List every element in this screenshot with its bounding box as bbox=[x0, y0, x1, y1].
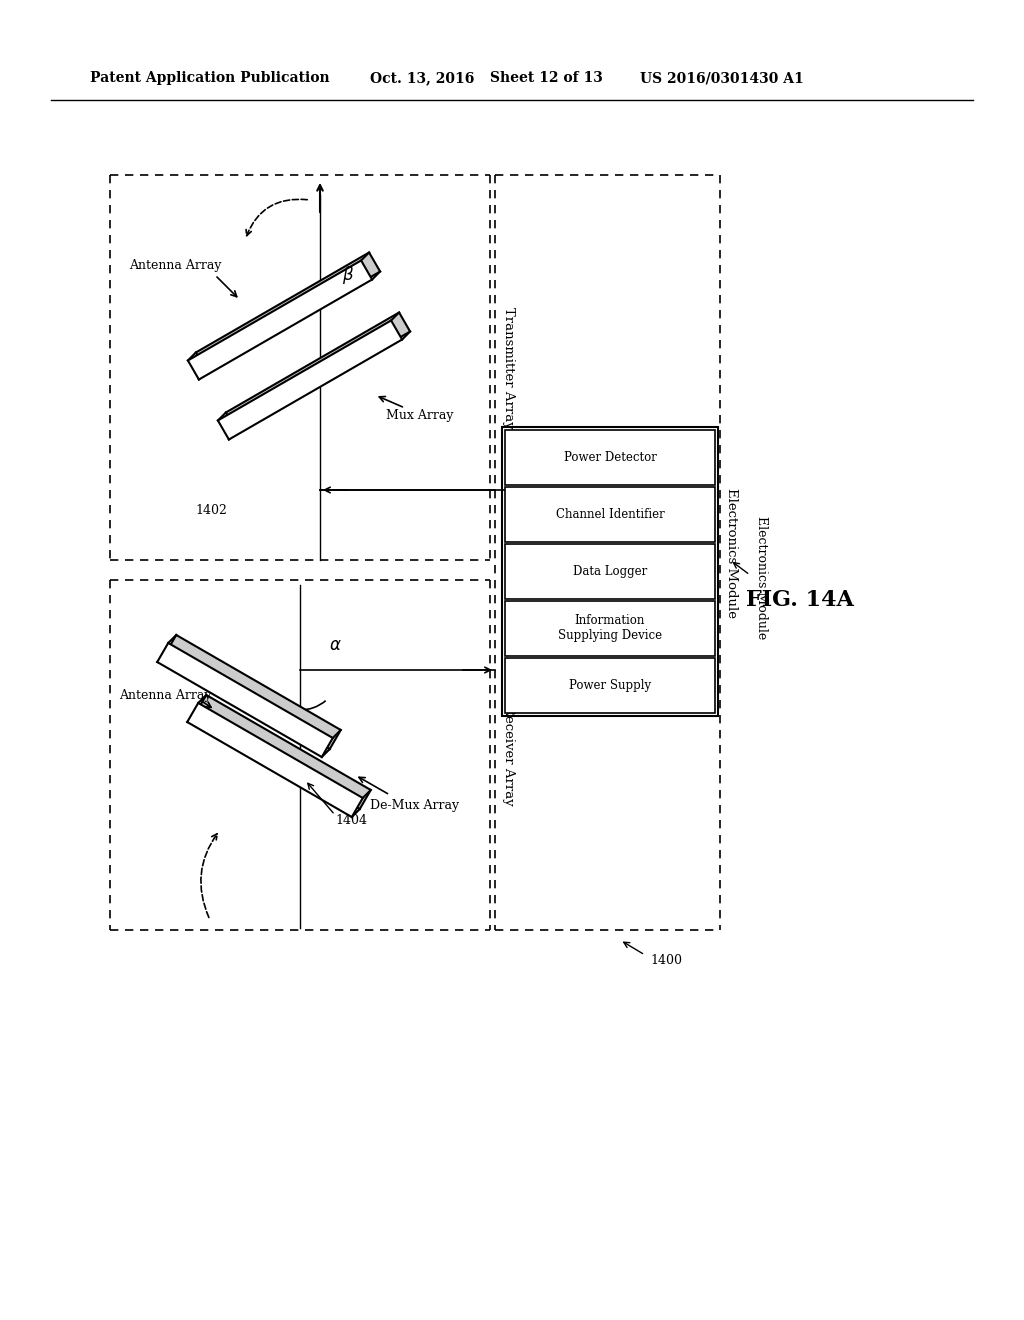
Bar bbox=[505, 601, 715, 656]
Polygon shape bbox=[196, 694, 371, 809]
Text: Receiver Array: Receiver Array bbox=[502, 705, 515, 805]
Polygon shape bbox=[187, 704, 362, 817]
Text: Electronics Module: Electronics Module bbox=[755, 516, 768, 640]
Polygon shape bbox=[196, 252, 380, 371]
Text: Patent Application Publication: Patent Application Publication bbox=[90, 71, 330, 84]
Text: Power Detector: Power Detector bbox=[563, 451, 656, 465]
Text: Electronics Module: Electronics Module bbox=[725, 487, 738, 618]
Polygon shape bbox=[187, 260, 372, 380]
Text: $\beta$: $\beta$ bbox=[342, 264, 354, 286]
Text: Mux Array: Mux Array bbox=[386, 408, 454, 421]
Text: Information
Supplying Device: Information Supplying Device bbox=[558, 615, 663, 643]
Polygon shape bbox=[158, 643, 333, 758]
Text: Transmitter Array: Transmitter Array bbox=[502, 306, 515, 429]
Text: $\alpha$: $\alpha$ bbox=[329, 636, 341, 653]
Text: 1400: 1400 bbox=[650, 953, 682, 966]
Text: Sheet 12 of 13: Sheet 12 of 13 bbox=[490, 71, 603, 84]
Text: Antenna Array: Antenna Array bbox=[129, 259, 221, 272]
Bar bbox=[505, 430, 715, 484]
Bar bbox=[505, 544, 715, 599]
Polygon shape bbox=[165, 635, 341, 748]
Text: 1404: 1404 bbox=[335, 813, 367, 826]
Text: Antenna Array: Antenna Array bbox=[119, 689, 211, 701]
Polygon shape bbox=[218, 321, 402, 440]
Bar bbox=[505, 487, 715, 543]
Text: Oct. 13, 2016: Oct. 13, 2016 bbox=[370, 71, 474, 84]
Text: Data Logger: Data Logger bbox=[572, 565, 647, 578]
Text: Channel Identifier: Channel Identifier bbox=[556, 508, 665, 521]
Text: Power Supply: Power Supply bbox=[569, 678, 651, 692]
Text: FIG. 14A: FIG. 14A bbox=[746, 589, 854, 611]
Text: De-Mux Array: De-Mux Array bbox=[371, 799, 460, 812]
Polygon shape bbox=[226, 313, 410, 432]
Bar bbox=[505, 657, 715, 713]
Text: 1402: 1402 bbox=[195, 503, 227, 516]
Bar bbox=[502, 426, 718, 715]
Text: US 2016/0301430 A1: US 2016/0301430 A1 bbox=[640, 71, 804, 84]
